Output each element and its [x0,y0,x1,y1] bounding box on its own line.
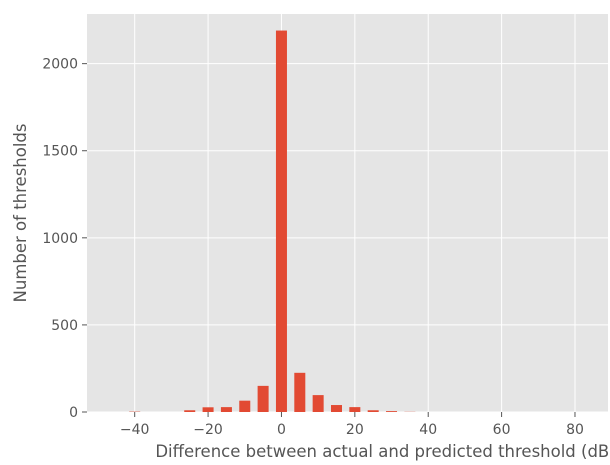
x-tick-label: 40 [419,422,437,438]
plot-panel [87,14,608,412]
histogram-bar [331,405,342,412]
histogram-bar [221,407,232,412]
histogram-bar [368,410,379,412]
y-tick-label: 1500 [42,144,78,160]
y-tick-label: 0 [69,405,78,421]
x-axis-ticks: −40 −20 0 20 40 60 80 [120,412,584,438]
x-tick-label: 60 [493,422,511,438]
histogram-bar [239,401,250,412]
y-tick-label: 500 [51,318,78,334]
histogram-bar [386,411,397,412]
x-tick-label: 80 [566,422,584,438]
x-axis-label: Difference between actual and predicted … [155,442,610,461]
histogram-bar [258,386,269,412]
x-tick-label: −20 [193,422,223,438]
histogram-bar [349,407,360,412]
x-tick-label: −40 [120,422,150,438]
histogram-bar [203,407,214,412]
histogram-bar [276,31,287,412]
y-axis-label: Number of thresholds [11,124,30,303]
x-tick-label: 20 [346,422,364,438]
y-tick-label: 1000 [42,231,78,247]
histogram-bar [313,395,324,412]
histogram-bar [294,373,305,412]
y-tick-label: 2000 [42,57,78,73]
x-tick-label: 0 [277,422,286,438]
histogram-bar [184,410,195,412]
y-axis-ticks: 0 500 1000 1500 2000 [42,57,87,421]
